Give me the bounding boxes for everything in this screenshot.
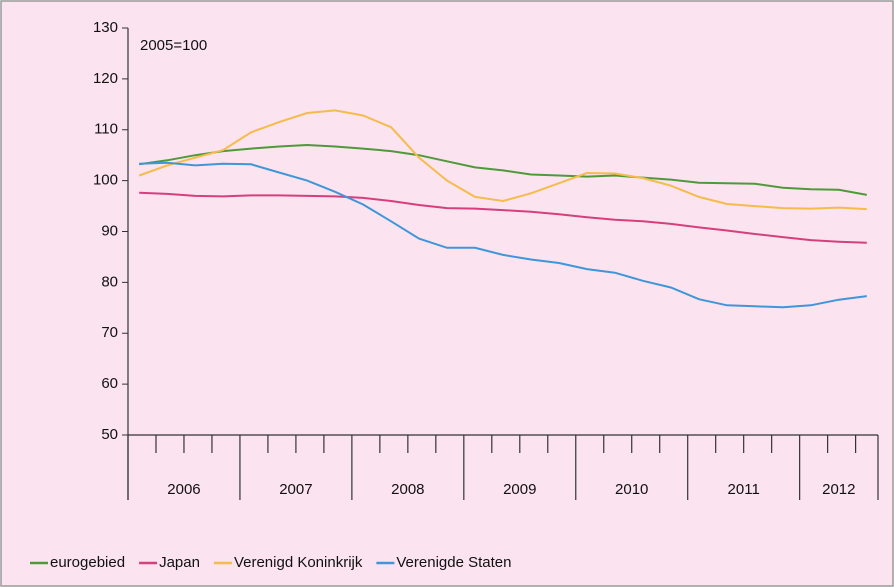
series-line: [139, 191, 867, 244]
y-tick-label: 50: [101, 426, 118, 443]
series-line: [139, 161, 867, 309]
series-line: [138, 109, 867, 211]
x-tick-label: 2010: [615, 481, 648, 498]
x-tick-label: 2008: [391, 481, 424, 498]
x-tick-label: 2006: [167, 481, 200, 498]
x-tick-label: 2012: [822, 481, 855, 498]
x-tick-label: 2011: [728, 481, 760, 498]
y-tick-label: 60: [101, 375, 118, 392]
y-tick-label: 110: [94, 121, 118, 138]
y-tick-label: 80: [101, 273, 118, 290]
legend-label: Verenigd Koninkrijk: [234, 554, 363, 571]
x-tick-label: 2007: [279, 481, 312, 498]
legend-label: Verenigde Staten: [396, 554, 511, 571]
annotation: 2005=100: [140, 37, 207, 54]
y-tick-label: 100: [93, 172, 118, 189]
series-line: [139, 143, 867, 196]
y-tick-label: 70: [101, 324, 118, 341]
legend-label: Japan: [159, 554, 200, 571]
y-tick-label: 130: [93, 19, 118, 36]
y-tick-label: 120: [93, 70, 118, 87]
y-tick-label: 90: [101, 222, 118, 239]
x-tick-label: 2009: [503, 481, 536, 498]
legend-label: eurogebied: [50, 554, 125, 571]
